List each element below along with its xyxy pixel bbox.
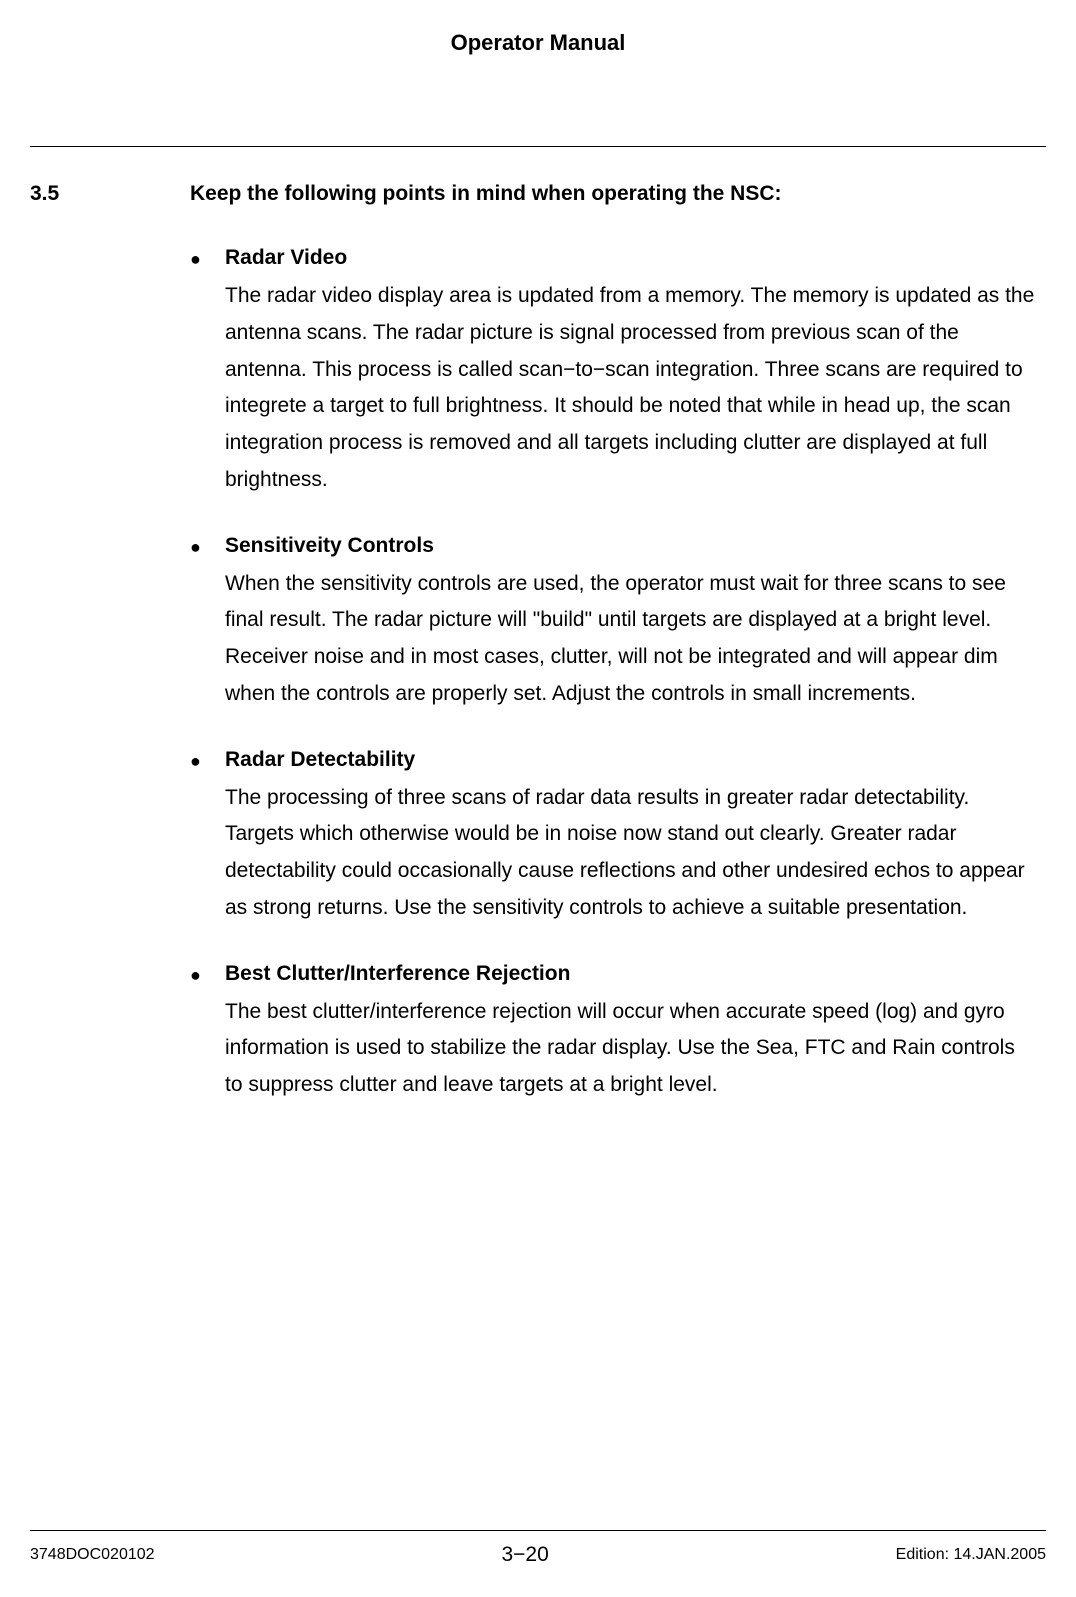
bullet-heading: Best Clutter/Interference Rejection (225, 962, 1036, 986)
footer-edition: Edition: 14.JAN.2005 (896, 1546, 1046, 1564)
bullet-marker: ● (190, 246, 225, 499)
bullet-item: ● Radar Detectability The processing of … (190, 748, 1036, 927)
bullet-heading: Sensitiveity Controls (225, 534, 1036, 558)
section-header: 3.5 Keep the following points in mind wh… (30, 182, 1046, 206)
content-area: ● Radar Video The radar video display ar… (190, 246, 1046, 1104)
section-number: 3.5 (30, 182, 190, 206)
bullet-text: The radar video display area is updated … (225, 278, 1036, 499)
page-footer: 3748DOC020102 3−20 Edition: 14.JAN.2005 (30, 1530, 1046, 1567)
bullet-content: Sensitiveity Controls When the sensitivi… (225, 534, 1036, 713)
page-header-title: Operator Manual (30, 30, 1046, 56)
footer-doc-id: 3748DOC020102 (30, 1546, 155, 1564)
bullet-content: Radar Video The radar video display area… (225, 246, 1036, 499)
bullet-item: ● Sensitiveity Controls When the sensiti… (190, 534, 1036, 713)
bullet-item: ● Radar Video The radar video display ar… (190, 246, 1036, 499)
bullet-text: The processing of three scans of radar d… (225, 780, 1036, 927)
bullet-marker: ● (190, 534, 225, 713)
footer-page-number: 3−20 (501, 1543, 548, 1567)
bullet-marker: ● (190, 748, 225, 927)
footer-row: 3748DOC020102 3−20 Edition: 14.JAN.2005 (30, 1543, 1046, 1567)
bullet-heading: Radar Detectability (225, 748, 1036, 772)
bullet-text: The best clutter/interference rejection … (225, 994, 1036, 1104)
section-title: Keep the following points in mind when o… (190, 182, 782, 206)
bullet-item: ● Best Clutter/Interference Rejection Th… (190, 962, 1036, 1104)
top-divider (30, 146, 1046, 147)
bullet-marker: ● (190, 962, 225, 1104)
bottom-divider (30, 1530, 1046, 1531)
bullet-content: Best Clutter/Interference Rejection The … (225, 962, 1036, 1104)
bullet-heading: Radar Video (225, 246, 1036, 270)
bullet-text: When the sensitivity controls are used, … (225, 566, 1036, 713)
bullet-content: Radar Detectability The processing of th… (225, 748, 1036, 927)
